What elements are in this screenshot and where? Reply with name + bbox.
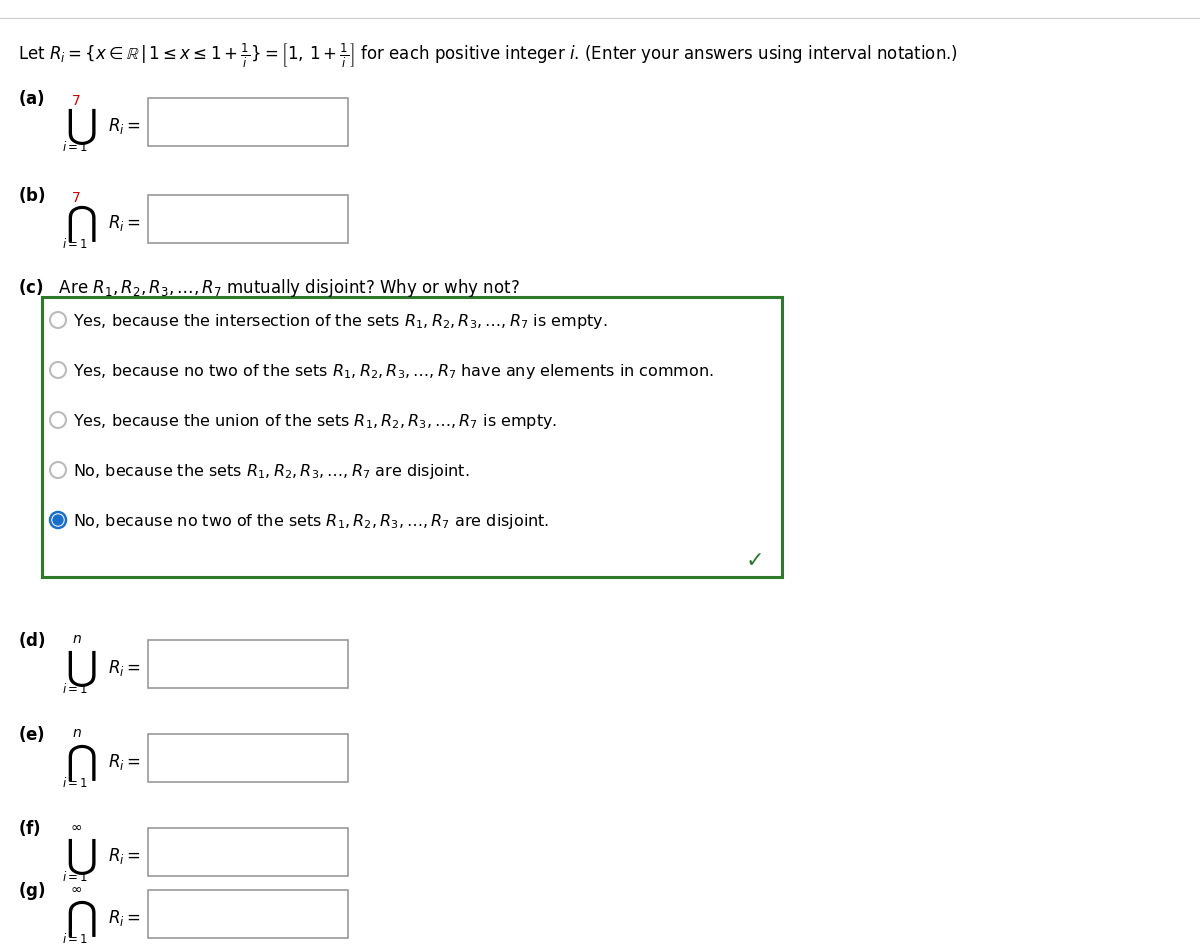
Text: $\bigcup$: $\bigcup$ (65, 836, 96, 877)
Text: Yes, because no two of the sets $R_1, R_2, R_3, \ldots, R_7$ have any elements i: Yes, because no two of the sets $R_1, R_… (73, 362, 714, 381)
Text: 7: 7 (72, 94, 80, 108)
Text: Let $R_i = \{x \in \mathbb{R}\,|\, 1 \leq x \leq 1 + \frac{1}{i}\} = \left[1,\, : Let $R_i = \{x \in \mathbb{R}\,|\, 1 \le… (18, 42, 958, 70)
FancyBboxPatch shape (148, 734, 348, 782)
Text: $n$: $n$ (72, 632, 82, 646)
Text: $\bigcap$: $\bigcap$ (65, 898, 96, 939)
FancyBboxPatch shape (148, 195, 348, 243)
Text: $\bigcup$: $\bigcup$ (65, 106, 96, 147)
Text: $i = 1$: $i = 1$ (62, 870, 88, 884)
Circle shape (53, 515, 64, 525)
Text: $R_i =$: $R_i =$ (108, 658, 140, 678)
Text: $\mathbf{(f)}$: $\mathbf{(f)}$ (18, 818, 41, 838)
Text: Yes, because the union of the sets $R_1, R_2, R_3, \ldots, R_7$ is empty.: Yes, because the union of the sets $R_1,… (73, 412, 557, 431)
Text: $i = 1$: $i = 1$ (62, 682, 88, 696)
FancyBboxPatch shape (148, 640, 348, 688)
Text: $i = 1$: $i = 1$ (62, 140, 88, 154)
Text: $\bigcap$: $\bigcap$ (65, 742, 96, 783)
FancyBboxPatch shape (148, 98, 348, 146)
Text: $\mathbf{(d)}$: $\mathbf{(d)}$ (18, 630, 46, 650)
Text: $R_i =$: $R_i =$ (108, 908, 140, 928)
FancyBboxPatch shape (42, 297, 782, 577)
Text: $i = 1$: $i = 1$ (62, 932, 88, 944)
Text: $n$: $n$ (72, 726, 82, 740)
Text: $\bigcap$: $\bigcap$ (65, 203, 96, 244)
Text: $\mathbf{(a)}$: $\mathbf{(a)}$ (18, 88, 44, 108)
Text: $\mathbf{(g)}$: $\mathbf{(g)}$ (18, 880, 46, 902)
Text: No, because the sets $R_1, R_2, R_3, \ldots, R_7$ are disjoint.: No, because the sets $R_1, R_2, R_3, \ld… (73, 462, 469, 481)
Text: $\mathbf{(e)}$: $\mathbf{(e)}$ (18, 724, 44, 744)
FancyBboxPatch shape (148, 828, 348, 876)
Text: $\infty$: $\infty$ (70, 882, 82, 896)
Text: $i = 1$: $i = 1$ (62, 237, 88, 251)
Text: $R_i =$: $R_i =$ (108, 213, 140, 233)
Text: 7: 7 (72, 191, 80, 205)
Text: $\mathbf{(c)}$   Are $R_1, R_2, R_3, \ldots, R_7$ mutually disjoint? Why or why : $\mathbf{(c)}$ Are $R_1, R_2, R_3, \ldot… (18, 277, 520, 299)
Text: No, because no two of the sets $R_1, R_2, R_3, \ldots, R_7$ are disjoint.: No, because no two of the sets $R_1, R_2… (73, 512, 550, 531)
Text: $R_i =$: $R_i =$ (108, 752, 140, 772)
Text: $R_i =$: $R_i =$ (108, 846, 140, 866)
Text: $i = 1$: $i = 1$ (62, 776, 88, 790)
Text: Yes, because the intersection of the sets $R_1, R_2, R_3, \ldots, R_7$ is empty.: Yes, because the intersection of the set… (73, 312, 607, 331)
Text: $\bigcup$: $\bigcup$ (65, 648, 96, 689)
Text: $R_i =$: $R_i =$ (108, 116, 140, 136)
FancyBboxPatch shape (148, 890, 348, 938)
Text: $\checkmark$: $\checkmark$ (745, 549, 762, 569)
Text: $\infty$: $\infty$ (70, 820, 82, 834)
Text: $\mathbf{(b)}$: $\mathbf{(b)}$ (18, 185, 46, 205)
